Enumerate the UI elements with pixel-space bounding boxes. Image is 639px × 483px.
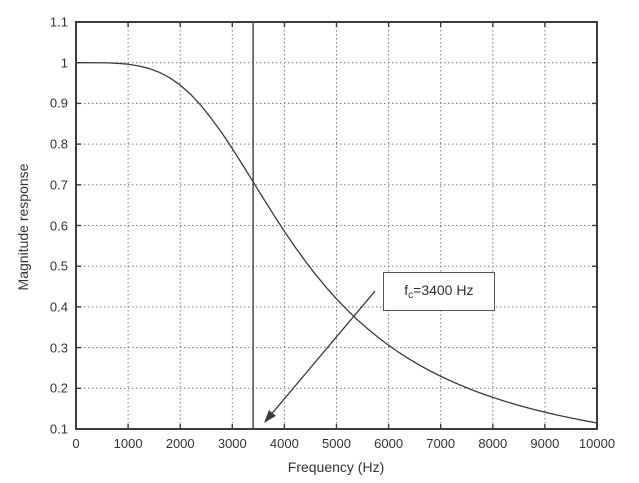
y-tick-label-0.6: 0.6	[49, 218, 68, 233]
y-tick-label-0.2: 0.2	[49, 380, 68, 396]
y-tick-label-0.3: 0.3	[49, 340, 68, 356]
x-tick-label-7000: 7000	[426, 436, 456, 451]
x-tick-label-3000: 3000	[217, 436, 247, 451]
x-tick-label-2000: 2000	[165, 436, 195, 451]
x-tick-label-0: 0	[72, 436, 80, 451]
annotation-subscript: c	[408, 289, 414, 301]
x-tick-label-1000: 1000	[113, 436, 143, 451]
magnitude-response-curve	[76, 62, 598, 424]
y-tick-label-0.1: 0.1	[49, 421, 68, 437]
x-tick-label-10000: 10000	[578, 436, 616, 451]
x-tick-label-4000: 4000	[269, 436, 299, 451]
y-tick-label-1.1: 1.1	[49, 14, 68, 30]
axes-box	[75, 21, 598, 430]
annotation-arrow-shaft	[271, 290, 376, 414]
annotation-arrowhead	[264, 409, 276, 423]
y-tick-label-0.5: 0.5	[49, 258, 68, 274]
annotation-text: fc=3400 Hz	[404, 281, 474, 301]
y-tick-label-0.9: 0.9	[49, 95, 68, 111]
y-tick-label-0.8: 0.8	[49, 136, 68, 152]
annotation-box-cutoff: fc=3400 Hz	[382, 271, 495, 311]
y-tick-label-1: 1	[60, 55, 68, 71]
x-axis-label: Frequency (Hz)	[287, 459, 385, 475]
y-tick-label-0.4: 0.4	[49, 299, 68, 315]
x-tick-label-6000: 6000	[374, 436, 404, 451]
y-tick-label-0.7: 0.7	[49, 177, 68, 193]
x-tick-label-8000: 8000	[478, 436, 508, 451]
y-axis-label: Magnitude response	[15, 163, 31, 291]
x-tick-label-5000: 5000	[322, 436, 351, 451]
x-tick-label-9000: 9000	[530, 436, 560, 451]
